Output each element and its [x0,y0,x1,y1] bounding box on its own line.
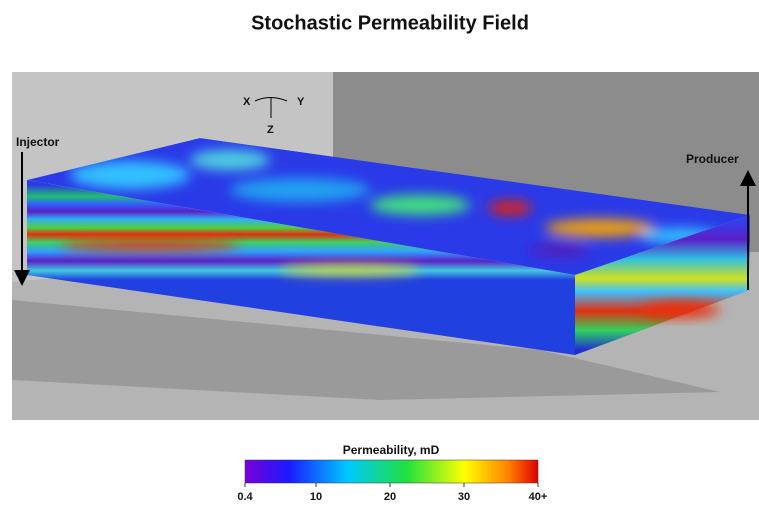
injector-label: Injector [16,135,60,149]
colorbar-tick-label: 0.4 [237,491,253,503]
producer-label: Producer [686,152,739,166]
title: Stochastic Permeability Field [251,12,529,34]
colorbar: Permeability, mD 0.4 10 20 30 40+ [237,443,547,503]
colorbar-label: Permeability, mD [343,443,440,457]
colorbar-tick-label: 40+ [529,491,548,503]
axis-z-label: Z [267,124,274,136]
axis-x-label: X [243,96,251,108]
colorbar-tick-label: 30 [458,491,470,503]
colorbar-scale [245,460,538,483]
colorbar-tick-label: 10 [310,491,322,503]
axis-y-label: Y [297,96,305,108]
figure: Stochastic Permeability Field [0,0,759,509]
scene: Injector Producer X Y Z [12,72,759,420]
colorbar-tick-label: 20 [384,491,396,503]
